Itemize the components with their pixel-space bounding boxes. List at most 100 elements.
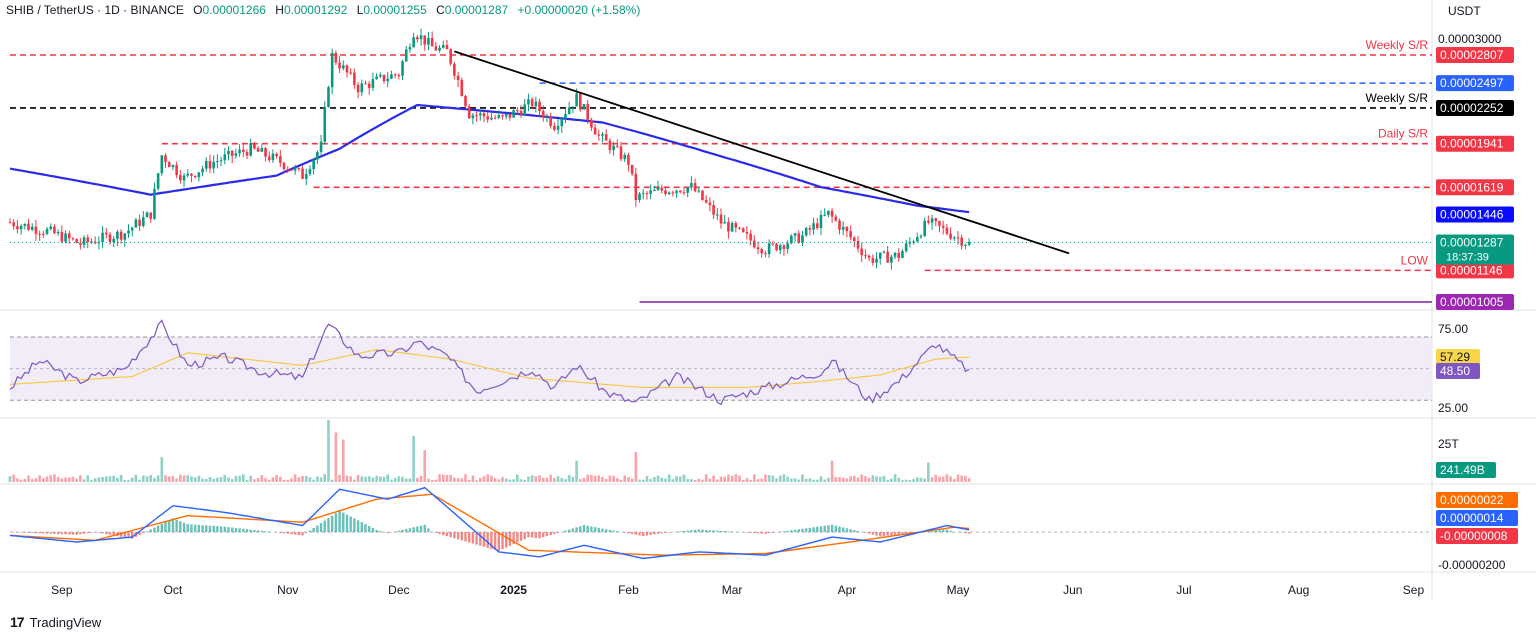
candle-body <box>227 150 230 155</box>
candle-body <box>504 113 508 117</box>
candle-body <box>149 212 153 219</box>
volume-bar <box>208 477 212 482</box>
volume-bar <box>923 478 926 482</box>
high-value: 0.00001292 <box>283 3 348 17</box>
candle-body <box>182 175 186 181</box>
candle-body <box>19 225 23 230</box>
macd-hist-bar <box>571 528 575 533</box>
candle-body <box>49 226 53 229</box>
candle-body <box>179 175 182 181</box>
macd-hist-bar <box>397 530 401 533</box>
symbol-title[interactable]: SHIB / TetherUS · 1D · BINANCE <box>6 3 184 17</box>
macd-hist-bar <box>849 529 852 533</box>
macd-hist-bar <box>567 529 571 533</box>
volume-bar <box>834 477 838 482</box>
volume-bar <box>590 475 593 482</box>
volume-bar <box>356 474 360 482</box>
candle-body <box>208 161 212 169</box>
macd-hist-bar <box>253 530 256 533</box>
volume-bar <box>875 476 878 482</box>
close-value: 0.00001287 <box>444 3 509 17</box>
volume-bar <box>782 474 786 482</box>
macd-hist-bar <box>697 529 700 533</box>
candle-body <box>808 228 812 230</box>
volume-bar <box>438 474 441 482</box>
x-tick-12: Sep <box>1403 583 1425 597</box>
macd-hist-bar <box>623 532 626 533</box>
candle-body <box>423 35 427 45</box>
candle-body <box>345 65 349 73</box>
macd-hist-bar <box>149 529 152 533</box>
macd-hist-bar <box>90 532 93 533</box>
candle-body <box>738 227 741 229</box>
macd-hist-bar <box>534 532 538 538</box>
level-price-label-6: 0.00001005 <box>1440 295 1504 309</box>
macd-hist-bar <box>679 531 682 533</box>
candle-body <box>616 145 619 147</box>
candle-body <box>216 160 219 162</box>
volume-bar <box>701 479 704 482</box>
macd-hist-bar <box>890 532 893 536</box>
currency-unit[interactable]: USDT <box>1448 4 1481 18</box>
candle-body <box>8 222 12 224</box>
volume-bar <box>838 477 841 482</box>
macd-hist-bar <box>27 532 30 533</box>
candle-body <box>556 126 560 130</box>
volume-bar <box>97 477 101 482</box>
volume-bar <box>149 474 153 482</box>
candle-body <box>567 107 571 115</box>
x-tick-0: Sep <box>51 583 73 597</box>
price-badge-1-countdown: 18:37:39 <box>1446 251 1489 263</box>
macd-hist-bar <box>612 530 615 533</box>
macd-hist-bar <box>112 532 115 536</box>
volume-bar <box>323 474 327 482</box>
macd-hist-bar <box>490 532 493 549</box>
candle-body <box>564 114 567 119</box>
volume-bar <box>238 475 241 482</box>
volume-bar <box>79 475 82 482</box>
macd-hist-bar <box>830 524 834 533</box>
macd-hist-bar <box>127 532 130 539</box>
candle-body <box>42 233 45 235</box>
candle-body <box>919 235 923 238</box>
tradingview-logo[interactable]: 17 TradingView <box>10 614 101 630</box>
macd-hist-bar <box>627 532 630 534</box>
macd-hist-bar <box>245 529 249 533</box>
price-badge-0-bg <box>1436 206 1514 223</box>
volume-bar <box>334 432 338 482</box>
volume-bar <box>404 478 408 482</box>
candle-body <box>923 220 926 236</box>
candle-body <box>304 173 308 179</box>
macd-hist-bar <box>197 524 201 533</box>
low-value: 0.00001255 <box>363 3 427 17</box>
candle-body <box>678 190 682 193</box>
volume-bar <box>886 479 889 482</box>
macd-hist-bar <box>834 525 837 533</box>
volume-bar <box>282 480 286 482</box>
volume-bar <box>616 478 619 482</box>
candle-body <box>930 218 934 223</box>
volume-bar <box>575 460 578 482</box>
volume-bar <box>908 479 912 482</box>
volume-bar <box>371 477 375 482</box>
volume-bar <box>778 475 782 482</box>
level-price-label-0: 0.00002807 <box>1440 48 1504 62</box>
macd-hist-bar <box>882 532 886 537</box>
macd-hist-bar <box>434 532 438 534</box>
volume-bar <box>704 474 708 482</box>
candle-body <box>664 190 667 195</box>
candle-body <box>478 113 482 116</box>
candle-body <box>823 214 826 216</box>
macd-hist-bar <box>408 528 412 533</box>
macd-hist-bar <box>312 528 315 533</box>
candle-body <box>401 61 404 76</box>
macd-hist-bar <box>286 532 289 534</box>
volume-bar <box>82 479 86 482</box>
x-tick-4: 2025 <box>500 583 527 597</box>
volume-bar <box>675 476 678 482</box>
volume-bar <box>801 474 804 482</box>
candle-body <box>249 143 253 156</box>
volume-bar <box>519 479 523 482</box>
candle-body <box>597 134 601 136</box>
